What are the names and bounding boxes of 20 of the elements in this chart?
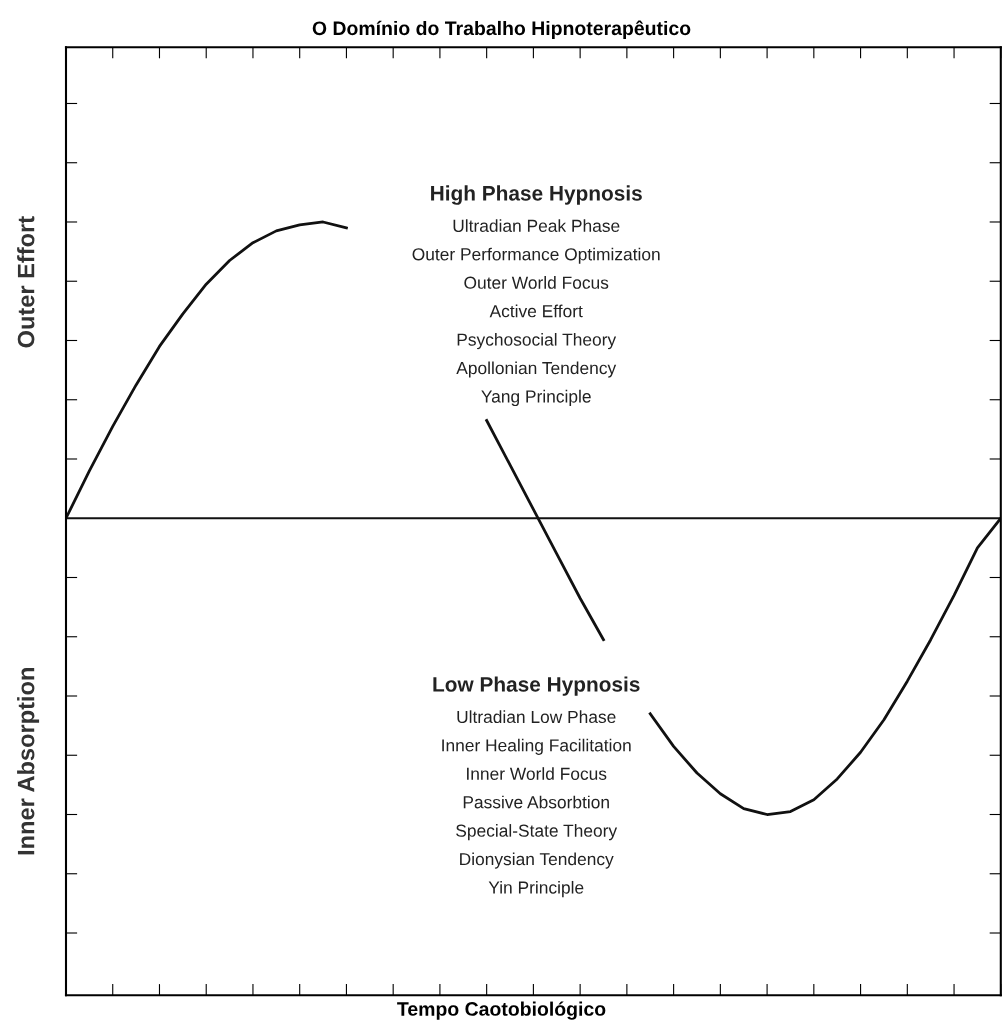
text: High Phase Hypnosis (431, 185, 642, 205)
annotation: Outer World Focus (464, 276, 609, 289)
text: Tempo Caotobiológico (397, 1001, 606, 1020)
annotation: Active Effort (489, 304, 583, 318)
annotation: Inner World Focus (467, 767, 607, 780)
annotation: Ultradian Low Phase (457, 710, 616, 724)
annotation: Outer Performance Optimization (412, 247, 660, 264)
annotation: Psychosocial Theory (457, 332, 617, 350)
annotation: Ultradian Peak Phase (453, 219, 620, 232)
annotation: Inner Healing Facilitation (442, 738, 631, 755)
text: Yin Principle (488, 880, 584, 898)
text: Inner Absorption (17, 668, 40, 855)
annotation: Yang Principle (481, 389, 591, 407)
annotation: Passive Absorbtion (463, 795, 609, 809)
y-axis-title: Outer Effort (17, 216, 35, 348)
text: Special-State Theory (456, 824, 618, 841)
chart-title: O Domínio do Trabalho Hipnoterapêutico (312, 20, 691, 40)
annotation: Low Phase Hypnosis (433, 676, 640, 696)
annotation: Apollonian Tendency (456, 361, 617, 378)
text: Dionysian Tendency (460, 852, 614, 869)
